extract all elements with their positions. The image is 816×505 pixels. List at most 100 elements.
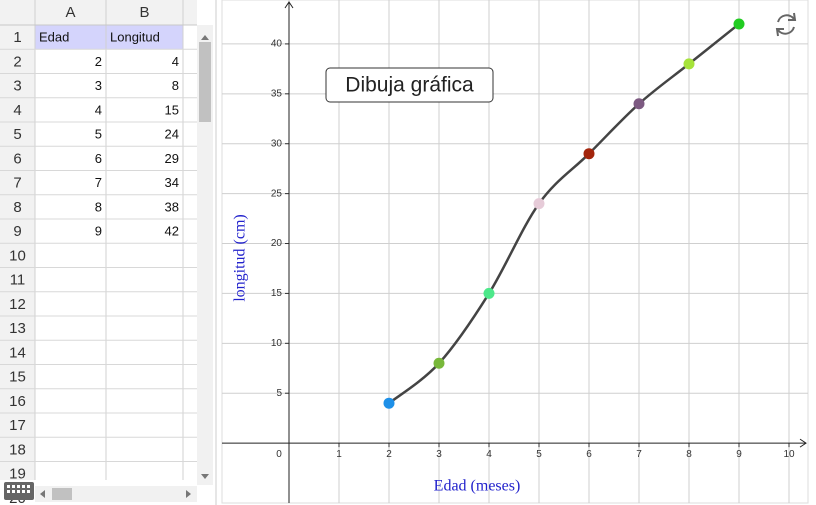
x-tick-label: 10 <box>783 449 795 460</box>
y-tick-label: 5 <box>276 388 282 399</box>
v-scroll-thumb[interactable] <box>199 42 211 122</box>
x-tick-label: 1 <box>336 449 342 460</box>
column-header: B <box>139 4 149 21</box>
keyboard-key[interactable] <box>27 485 30 488</box>
row-number: 12 <box>9 296 26 313</box>
h-scrollbar <box>35 486 197 502</box>
y-tick-label: 20 <box>271 238 283 249</box>
row-number: 5 <box>13 126 21 143</box>
refresh-arc[interactable] <box>777 26 795 35</box>
row-number: 15 <box>9 369 26 386</box>
cell[interactable]: 9 <box>95 224 102 239</box>
cell[interactable]: 24 <box>165 127 179 142</box>
point[interactable] <box>633 98 645 110</box>
point[interactable] <box>583 148 595 160</box>
keyboard-key[interactable] <box>17 490 20 493</box>
row-number: 16 <box>9 393 26 410</box>
button-box[interactable] <box>325 67 494 103</box>
y-tick-label: 25 <box>271 188 283 199</box>
x-tick-label: 4 <box>486 449 492 460</box>
y-axis-arrow <box>284 1 294 9</box>
row-number: 2 <box>13 53 21 70</box>
scroll-down[interactable] <box>201 474 209 479</box>
row-number: 6 <box>13 150 21 167</box>
keyboard-key[interactable] <box>7 485 10 488</box>
point[interactable] <box>433 357 445 369</box>
refresh-arrow[interactable] <box>788 12 797 21</box>
row-number: 7 <box>13 175 21 192</box>
button-label[interactable]: Dibuja gráfica <box>345 74 474 97</box>
keyboard-key[interactable] <box>22 485 25 488</box>
row-number: 9 <box>13 223 21 240</box>
row-number: 10 <box>9 247 26 264</box>
point[interactable] <box>533 198 545 210</box>
y-tick-label: 15 <box>271 288 283 299</box>
row-number: 3 <box>13 78 21 95</box>
cell[interactable]: 4 <box>95 102 102 117</box>
keyboard-key[interactable] <box>12 485 15 488</box>
keyboard-key[interactable] <box>17 485 20 488</box>
x-tick-label: 6 <box>586 449 592 460</box>
point[interactable] <box>733 18 745 30</box>
cell[interactable]: 7 <box>95 175 102 190</box>
cell[interactable]: 8 <box>172 78 179 93</box>
x-axis-arrow <box>799 438 807 448</box>
cell[interactable]: 29 <box>165 151 179 166</box>
row-number: 13 <box>9 320 26 337</box>
x-axis-label: Edad (meses) <box>434 478 521 495</box>
x-tick-label: 9 <box>736 449 742 460</box>
y-tick-label: 35 <box>271 88 283 99</box>
row-number: 19 <box>9 466 26 483</box>
cell[interactable]: 34 <box>165 175 179 190</box>
column-header: A <box>65 4 75 21</box>
point[interactable] <box>383 397 395 409</box>
y-axis-label: longitud (cm) <box>232 214 249 302</box>
row-header-bg <box>0 25 35 480</box>
cell[interactable]: 42 <box>165 224 179 239</box>
cell[interactable]: 3 <box>95 78 102 93</box>
y-tick-label: 10 <box>271 338 283 349</box>
header-row-highlight <box>35 25 183 50</box>
y-tick-label: 30 <box>271 138 283 149</box>
cell[interactable]: Edad <box>39 30 69 45</box>
curve <box>388 22 740 405</box>
refresh-arrow[interactable] <box>775 28 784 37</box>
cell[interactable]: 8 <box>95 199 102 214</box>
scroll-left[interactable] <box>40 490 45 498</box>
point[interactable] <box>483 287 495 299</box>
y-tick-label: 40 <box>271 39 283 50</box>
cell[interactable]: 6 <box>95 151 102 166</box>
keyboard-key[interactable] <box>27 490 30 493</box>
row-number: 4 <box>13 102 21 119</box>
keyboard-key[interactable] <box>7 490 10 493</box>
refresh-arc[interactable] <box>777 14 795 23</box>
graph: 0 1 2 3 4 5 6 7 8 9 10 5 10 15 20 25 30 35 40 Edad (meses) l… <box>222 0 808 503</box>
graphics-view <box>221 0 809 504</box>
x-tick-label: 8 <box>686 449 692 460</box>
refresh-icon[interactable] <box>775 12 797 37</box>
point[interactable] <box>683 58 695 70</box>
x-tick-label: 0 <box>276 449 282 460</box>
keyboard-key[interactable] <box>12 490 15 493</box>
cell[interactable]: 2 <box>95 54 102 69</box>
cell[interactable]: 15 <box>165 102 179 117</box>
cell[interactable]: 4 <box>172 54 179 69</box>
keyboard-key[interactable] <box>22 490 25 493</box>
column-header-bg <box>0 0 197 25</box>
scroll-right[interactable] <box>186 490 191 498</box>
v-scrollbar <box>197 25 213 485</box>
h-scroll-thumb[interactable] <box>52 488 72 500</box>
cell[interactable]: Longitud <box>110 30 160 45</box>
row-number: 8 <box>13 199 21 216</box>
cell[interactable]: 38 <box>165 199 179 214</box>
scroll-up[interactable] <box>201 35 209 40</box>
cell[interactable]: 5 <box>95 127 102 142</box>
row-number: 1 <box>13 29 21 46</box>
row-number: 18 <box>9 441 26 458</box>
x-tick-label: 5 <box>536 449 542 460</box>
row-number: 14 <box>9 344 26 361</box>
row-number: 17 <box>9 417 26 434</box>
spreadsheet: AB1234567891011121314151617181920EdadLon… <box>0 0 213 505</box>
